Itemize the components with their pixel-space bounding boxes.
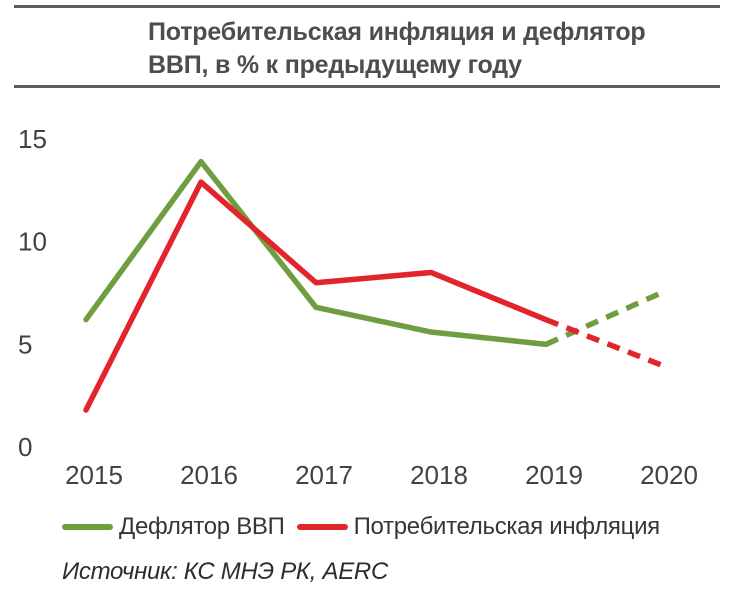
legend-label-consumer-inflation: Потребительская инфляция [353, 513, 661, 540]
x-tick-label: 2018 [410, 460, 468, 490]
y-tick-label: 10 [18, 227, 47, 257]
series-line-forecast-0 [544, 290, 663, 347]
legend-label-gdp-deflator: Дефлятор ВВП [119, 513, 285, 540]
y-tick-label: 0 [18, 432, 32, 462]
series-line-solid-0 [83, 158, 549, 348]
x-tick-label: 2016 [180, 460, 238, 490]
source-note: Источник: КС МНЭ РК, AERC [62, 558, 388, 585]
legend-swatch-gdp-deflator [62, 524, 113, 530]
x-tick-label: 2017 [295, 460, 353, 490]
legend-swatch-consumer-inflation [296, 524, 348, 530]
chart-title: Потребительская инфляция и дефлятор ВВП,… [148, 18, 646, 79]
x-tick-label: 2020 [640, 460, 698, 490]
x-tick-label: 2019 [525, 460, 583, 490]
top-divider [14, 5, 720, 8]
series-line-solid-1 [83, 179, 549, 413]
title-divider [14, 85, 720, 88]
y-tick-label: 5 [18, 329, 32, 359]
x-tick-label: 2015 [65, 460, 123, 490]
y-tick-label: 15 [18, 124, 47, 154]
series-line-forecast-1 [544, 317, 663, 368]
legend: Дефлятор ВВП Потребительская инфляция [62, 513, 660, 541]
line-chart: 0 5 10 15 2015 2016 2017 2018 2019 2020 [18, 124, 698, 490]
